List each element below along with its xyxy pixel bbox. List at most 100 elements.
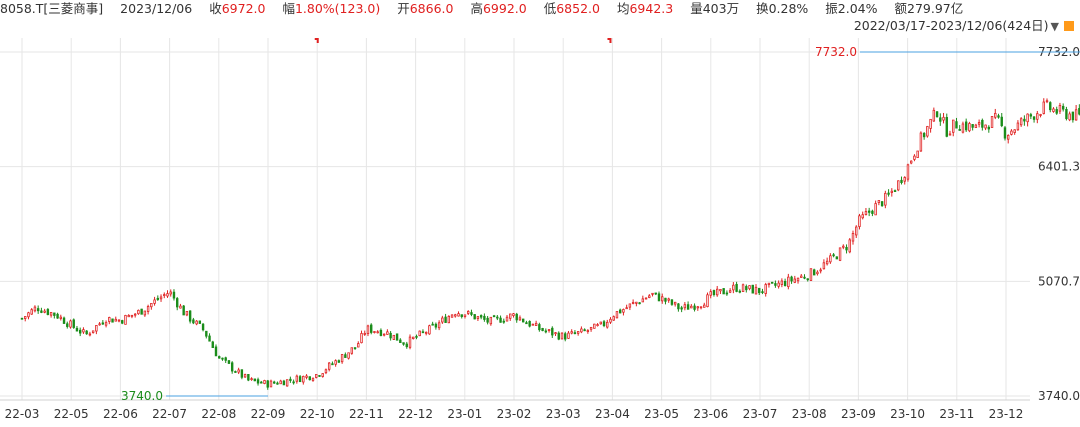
candle — [441, 315, 444, 324]
x-tick-label: 22-08 — [201, 407, 236, 421]
candle — [712, 289, 716, 297]
date-range-selector[interactable]: 2022/03/17-2023/12/06(424日) ▼ — [854, 17, 1074, 35]
candle — [49, 311, 53, 318]
candle — [298, 374, 302, 383]
candle — [395, 333, 399, 341]
candle — [1055, 106, 1058, 115]
candle — [421, 329, 425, 334]
candle — [664, 297, 667, 305]
candle — [205, 330, 208, 339]
candle — [593, 323, 596, 329]
x-tick-label: 22-06 — [103, 407, 138, 421]
candle — [305, 374, 308, 380]
candle — [544, 328, 548, 334]
candle — [140, 308, 143, 315]
candle — [450, 314, 454, 318]
open-title: 开 — [397, 1, 410, 16]
candle — [124, 314, 127, 325]
candle — [945, 113, 948, 138]
candle — [496, 314, 499, 321]
candle — [987, 125, 991, 133]
candle — [984, 124, 987, 131]
candle — [188, 310, 192, 324]
candle — [327, 362, 331, 372]
x-tick-label: 22-12 — [398, 407, 433, 421]
x-tick-label: 22-09 — [251, 407, 286, 421]
candle — [256, 377, 260, 386]
candle — [696, 305, 699, 311]
candle — [121, 319, 124, 325]
candle — [360, 330, 363, 344]
chevron-down-icon[interactable]: ▼ — [1050, 20, 1059, 33]
candle — [412, 336, 415, 340]
candle — [201, 322, 205, 332]
x-tick-label: 23-11 — [939, 407, 974, 421]
candle — [952, 119, 955, 137]
change-value: 1.80%(123.0) — [294, 1, 381, 16]
candle — [887, 189, 890, 197]
candle — [392, 334, 396, 340]
candle — [150, 303, 153, 310]
candle — [324, 368, 328, 375]
candle — [861, 211, 864, 220]
candle — [1016, 120, 1020, 131]
candle — [796, 277, 800, 284]
annotations: 7732.0 3740.0 — [121, 45, 1080, 403]
candle — [1061, 103, 1065, 112]
candle — [211, 340, 214, 349]
candle — [787, 273, 790, 290]
candle — [376, 330, 379, 334]
candle — [1036, 110, 1039, 124]
candle — [269, 379, 273, 388]
candle — [832, 253, 835, 258]
candle — [758, 287, 761, 296]
candle — [1019, 117, 1023, 127]
candle — [82, 327, 85, 334]
candle — [913, 154, 916, 162]
candle — [40, 307, 43, 314]
amplitude-value: 2.04% — [837, 1, 878, 16]
candle — [1052, 107, 1055, 113]
event-marker — [607, 38, 612, 43]
candle — [538, 322, 541, 332]
x-tick-label: 23-02 — [497, 407, 532, 421]
candle — [981, 118, 984, 131]
candle — [728, 288, 732, 294]
x-tick-label: 23-06 — [693, 407, 728, 421]
event-marker — [314, 38, 319, 43]
x-axis: 22-03 22-05 22-06 22-07 22-08 22-09 22-10 22-11… — [0, 399, 1030, 421]
candle — [612, 315, 615, 321]
candle — [130, 314, 134, 319]
candle — [1065, 106, 1068, 121]
close-title: 收 — [209, 1, 222, 16]
candle — [266, 379, 269, 390]
candle — [560, 332, 564, 340]
candle — [250, 377, 253, 381]
candle — [311, 377, 315, 382]
candle — [159, 294, 163, 302]
candle — [858, 213, 861, 230]
candle — [919, 131, 923, 152]
x-tick-label: 23-08 — [792, 407, 827, 421]
candle — [431, 321, 434, 326]
high-value: 6992.0 — [482, 1, 527, 16]
candle — [273, 380, 276, 384]
candle — [780, 278, 784, 288]
candle — [557, 331, 560, 341]
candle — [20, 317, 24, 320]
candle — [399, 338, 402, 344]
candle — [192, 317, 195, 325]
candle — [625, 304, 628, 310]
candle — [586, 329, 590, 334]
candle — [754, 284, 758, 295]
candle — [137, 309, 140, 315]
candle — [874, 200, 877, 216]
candle — [968, 121, 971, 133]
candle — [977, 119, 981, 128]
candle — [580, 326, 583, 334]
candle — [302, 375, 305, 385]
settings-square-icon[interactable] — [1064, 21, 1074, 31]
candle — [101, 320, 105, 325]
candle — [783, 278, 787, 287]
